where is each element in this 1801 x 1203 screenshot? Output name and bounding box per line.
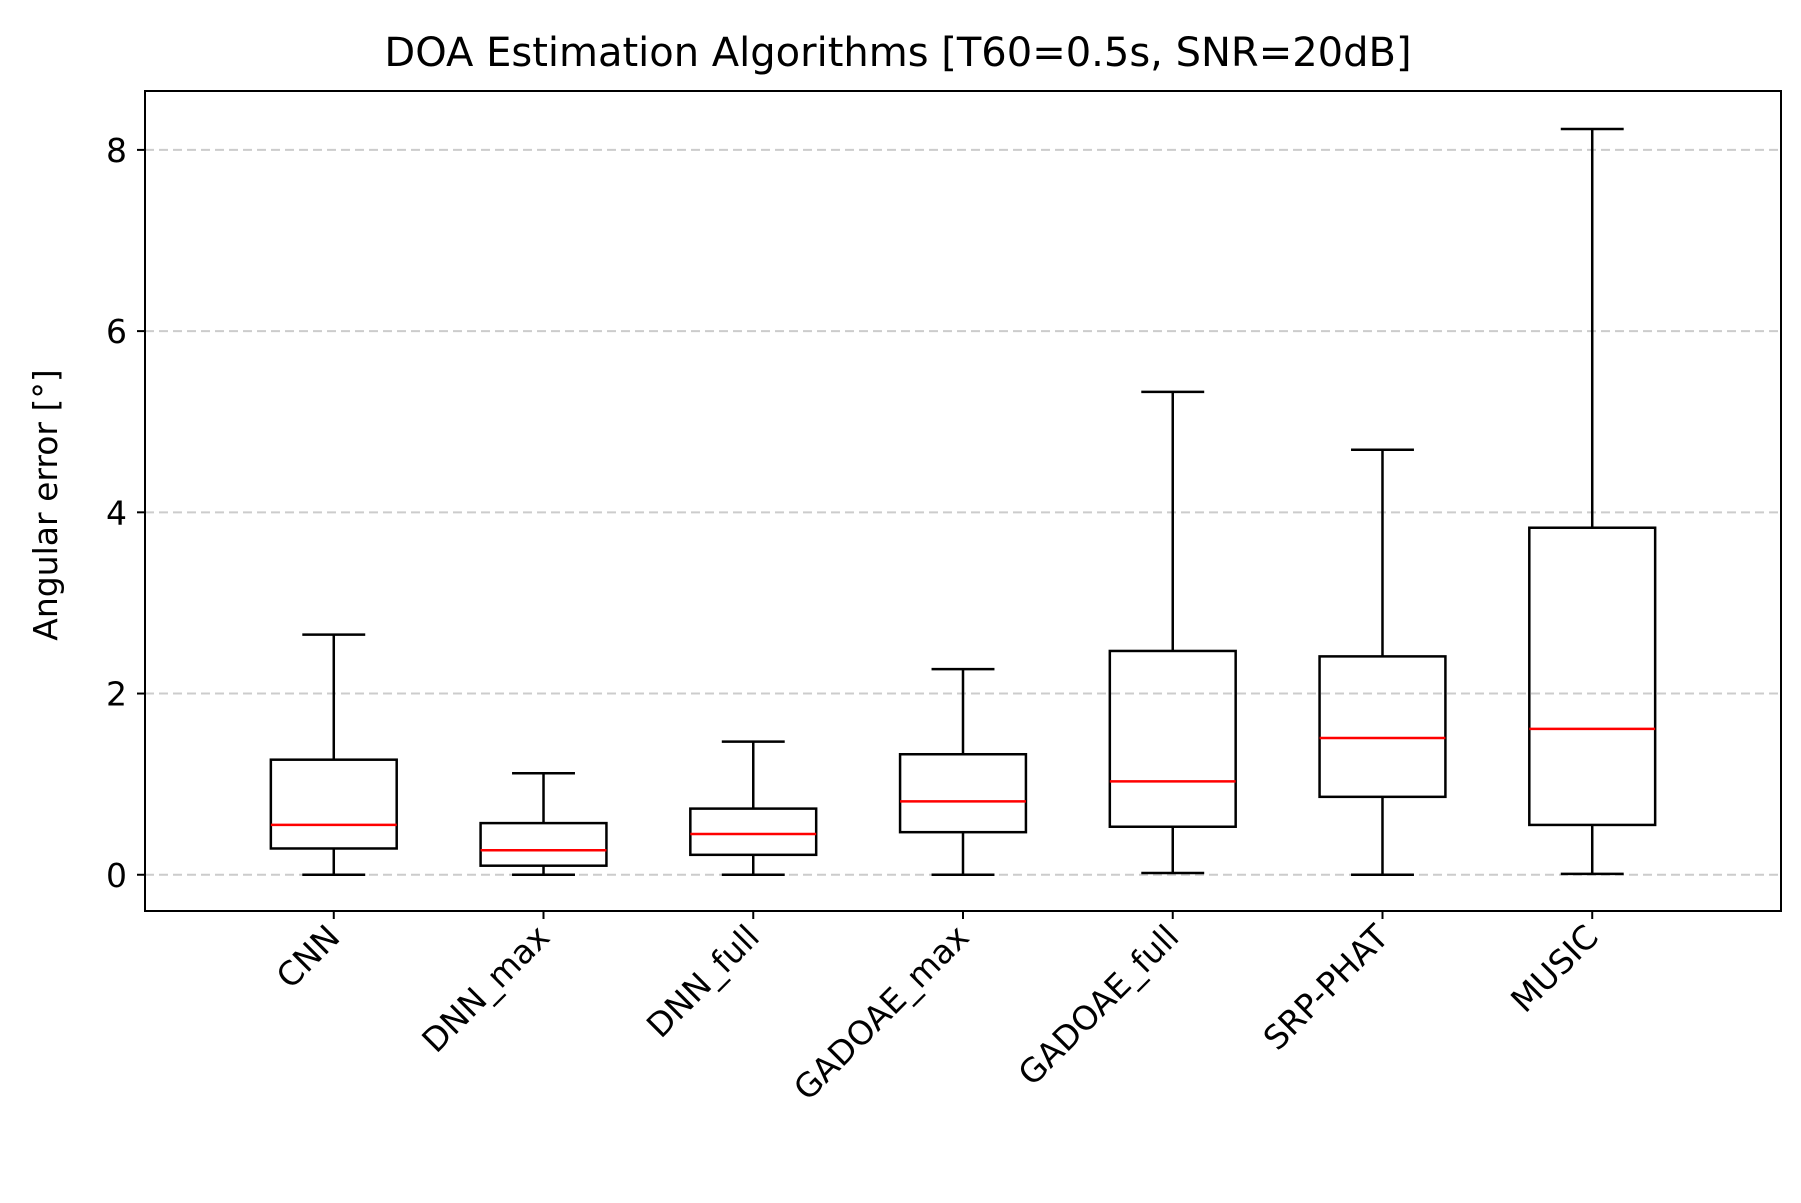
box-iqr [479,821,608,867]
grid-lines [145,148,1781,876]
box-group-dnn-max [479,772,608,877]
y-tick-label: 6 [106,312,127,351]
y-axis-label: Angular error [°] [26,369,65,640]
box-iqr [689,807,818,857]
y-tick-label: 4 [106,493,127,532]
box-group-gadoae-full [1108,390,1237,875]
box-group-srp-phat [1318,448,1447,877]
y-tick-label: 8 [106,131,127,170]
chart-title: DOA Estimation Algorithms [T60=0.5s, SNR… [384,30,1411,76]
box-iqr [1318,655,1447,799]
box-group-music [1528,127,1657,876]
box-iqr [1528,526,1657,827]
plot-frame [144,90,1782,912]
box-group-gadoae-max [898,667,1028,877]
y-tick-label: 0 [106,856,127,895]
y-tick-label: 2 [106,675,127,714]
box-group-dnn-full [689,740,818,877]
box-plots [269,127,1657,877]
box-iqr [269,758,398,850]
box-iqr [898,752,1028,834]
box-iqr [1108,649,1237,828]
box-group-cnn [269,633,398,877]
